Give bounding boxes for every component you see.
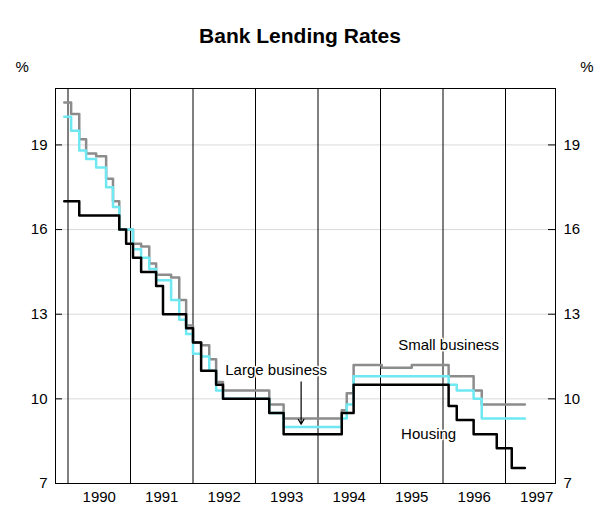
svg-text:%: %	[16, 58, 29, 75]
svg-text:1994: 1994	[333, 488, 366, 505]
svg-text:7: 7	[564, 474, 572, 491]
svg-text:1995: 1995	[395, 488, 428, 505]
svg-text:1992: 1992	[208, 488, 241, 505]
svg-text:13: 13	[564, 305, 581, 322]
svg-text:10: 10	[564, 390, 581, 407]
svg-text:16: 16	[564, 220, 581, 237]
svg-text:10: 10	[31, 390, 48, 407]
svg-text:Large business: Large business	[225, 361, 327, 378]
svg-text:1996: 1996	[458, 488, 491, 505]
svg-text:1990: 1990	[83, 488, 116, 505]
svg-text:7: 7	[39, 474, 47, 491]
svg-text:13: 13	[31, 305, 48, 322]
svg-text:1991: 1991	[145, 488, 178, 505]
svg-text:1997: 1997	[520, 488, 553, 505]
svg-text:1993: 1993	[270, 488, 303, 505]
svg-text:19: 19	[31, 136, 48, 153]
svg-text:Small business: Small business	[398, 336, 499, 353]
svg-text:19: 19	[564, 136, 581, 153]
svg-text:Housing: Housing	[401, 425, 456, 442]
html-text:Bank Lending Rates: Bank Lending Rates	[199, 24, 401, 47]
svg-text:%: %	[580, 58, 593, 75]
svg-text:16: 16	[31, 220, 48, 237]
